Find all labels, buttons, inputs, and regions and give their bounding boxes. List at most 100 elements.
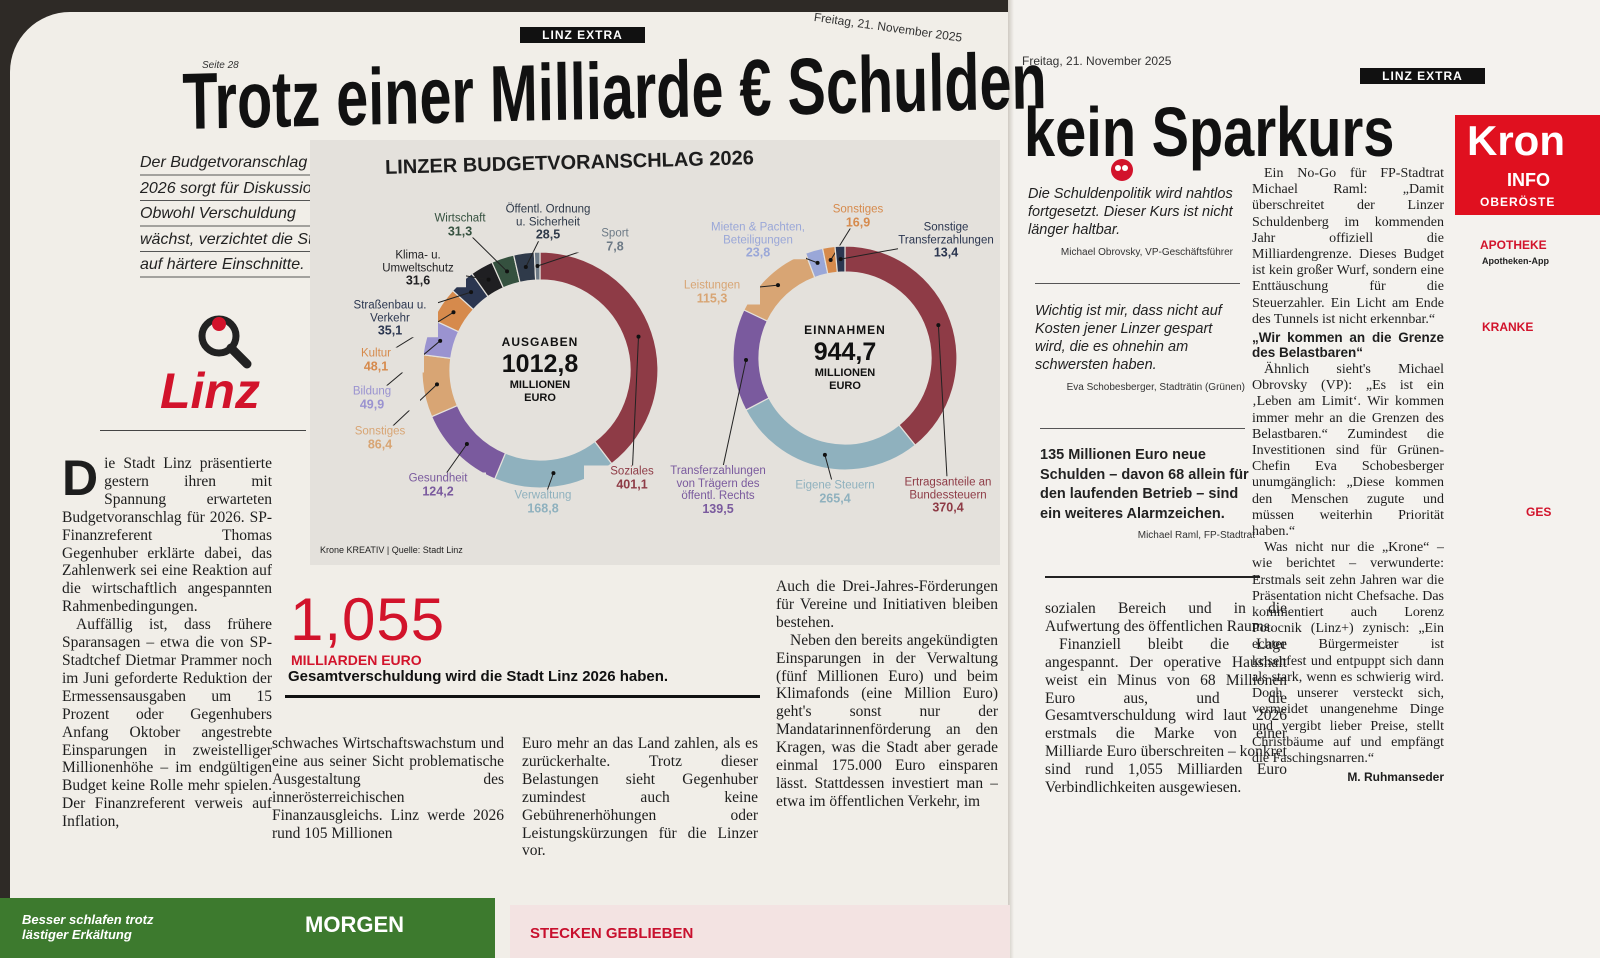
slice-value: 49,9	[359, 397, 385, 411]
quote-block: Wichtig ist mir, dass nicht auf Kosten j…	[1035, 302, 1245, 393]
slice-label: Sonstiges 16,9	[810, 203, 906, 229]
subhead: „Wir kommen an die Grenze des Belastbare…	[1252, 330, 1444, 361]
donut-slice	[430, 404, 507, 480]
slice-category: Mieten & Pachten, Beteiligungen	[711, 221, 805, 246]
leader-dot	[822, 452, 827, 457]
leader-dot	[451, 310, 456, 315]
factbox-text: Gesamtverschuldung wird die Stadt Linz 2…	[288, 668, 669, 685]
center-unit: MILLIONEN EURO	[509, 379, 571, 404]
slice-category: Verwaltung	[514, 489, 572, 502]
quote-block: Die Schuldenpolitik wird nahtlos fortges…	[1028, 185, 1233, 258]
author: M. Ruhmanseder	[1347, 770, 1444, 785]
slice-value: 86,4	[367, 437, 393, 451]
info-section: GES	[1526, 505, 1552, 519]
slice-label: Verwaltung 168,8	[495, 489, 591, 515]
rule	[100, 430, 306, 431]
paragraph: sozialen Bereich und in die Aufwertung d…	[1045, 600, 1287, 635]
info-region: OBERÖSTE	[1480, 195, 1556, 209]
leader-dot	[469, 290, 474, 295]
leader-dot	[523, 264, 528, 269]
center-total: 944,7	[813, 338, 877, 366]
footer-story: STECKEN GEBLIEBEN	[510, 905, 1010, 958]
leader-dot	[744, 357, 749, 362]
slice-label: Eigene Steuern 265,4	[787, 479, 883, 505]
paragraph: schwaches Wirtschaftswachstum und eine a…	[272, 735, 504, 842]
center-title: EINNAHMEN	[804, 323, 886, 337]
slice-value: 13,4	[933, 245, 959, 260]
leader-dot	[815, 260, 820, 265]
slice-value: 31,3	[447, 224, 473, 238]
page-number: Seite 28	[202, 60, 239, 71]
paragraph: Auch die Drei-Jahres-Förderungen für Ver…	[776, 578, 998, 631]
slice-label: Klima- u. Umweltschutz 31,6	[370, 249, 466, 287]
quote-icon	[1111, 159, 1133, 181]
magnifier-handle	[226, 343, 252, 369]
slice-value: 7,8	[606, 239, 624, 253]
slice-category: Leistungen	[683, 279, 741, 292]
quote-author: Michael Obrovsky, VP-Geschäftsführer	[1060, 247, 1233, 258]
slice-label: Sonstiges 86,4	[332, 425, 428, 451]
paragraph: Neben den bereits angekündigten Einsparu…	[776, 631, 998, 810]
donut-center: AUSGABEN 1012,8 MILLIONEN EURO	[480, 335, 600, 405]
paragraph: Ähnlich sieht's Michael Obrovsky (VP): „…	[1252, 362, 1444, 540]
leader-dot	[636, 334, 641, 339]
slice-category: Eigene Steuern	[795, 479, 875, 492]
slice-value: 265,4	[819, 491, 851, 505]
slice-category: Straßenbau u. Verkehr	[353, 299, 427, 324]
slice-category: Gesundheit	[408, 472, 468, 485]
slice-category: Sport	[601, 227, 629, 240]
rule	[1035, 283, 1240, 284]
slice-category: Wirtschaft	[434, 212, 486, 225]
footer-story-title: STECKEN GEBLIEBEN	[530, 925, 694, 942]
paragraph: Was nicht nur die „Krone“ – wie berichte…	[1252, 540, 1444, 766]
quote-text: Wichtig ist mir, dass nicht auf Kosten j…	[1035, 303, 1222, 373]
info-header: Kron INFO OBERÖSTE	[1455, 115, 1600, 215]
quote-author: Michael Raml, FP-Stadtrat	[1137, 530, 1255, 541]
slice-value: 115,3	[696, 291, 728, 305]
footer-tomorrow: MORGEN	[305, 912, 404, 937]
article-column: Die Stadt Linz präsentierte gestern ihre…	[62, 455, 272, 870]
article-column: Euro mehr an das Land zahlen, als es zur…	[522, 735, 758, 870]
article-column: Auch die Drei-Jahres-Förderungen für Ver…	[776, 578, 998, 870]
slice-value: 31,6	[405, 273, 431, 288]
center-title: AUSGABEN	[501, 335, 579, 349]
side-article: Ein No-Go für FP-Stadtrat Michael Raml: …	[1252, 166, 1444, 886]
slice-label: Wirtschaft 31,3	[412, 212, 508, 238]
article-column: sozialen Bereich und in die Aufwertung d…	[1045, 600, 1287, 882]
leader-dot	[434, 382, 439, 387]
paragraph: Die Stadt Linz präsentierte gestern ihre…	[62, 455, 272, 616]
leader-dot	[505, 269, 510, 274]
slice-label: Soziales 401,1	[584, 465, 680, 491]
factbox-number: 1,055	[290, 586, 446, 653]
slice-label: Gesundheit 124,2	[390, 472, 486, 498]
slice-value: 370,4	[932, 500, 964, 515]
slice-category: Transferzahlungen von Trägern des öffent…	[670, 465, 766, 502]
slice-label: Kultur 48,1	[328, 347, 424, 373]
chart-box: LINZER BUDGETVORANSCHLAG 2026 Krone KREA…	[310, 140, 1000, 565]
quote-dot	[1122, 165, 1128, 171]
rule	[285, 695, 760, 698]
info-section: KRANKE	[1482, 320, 1534, 334]
rule	[1040, 428, 1245, 429]
donut-center: EINNAHMEN 944,7 MILLIONEN EURO	[785, 323, 905, 393]
center-unit: MILLIONEN EURO	[814, 367, 876, 392]
factbox-unit: MILLIARDEN EURO	[291, 652, 422, 668]
pin	[212, 317, 226, 331]
leader-dot	[551, 471, 556, 476]
leader-dot	[535, 264, 540, 269]
slice-label: Straßenbau u. Verkehr 35,1	[342, 299, 438, 337]
leader-dot	[464, 441, 469, 446]
info-section: APOTHEKE	[1480, 238, 1547, 252]
rule	[1045, 576, 1260, 578]
slice-value: 23,8	[745, 245, 771, 260]
slice-label: Transferzahlungen von Trägern des öffent…	[670, 465, 766, 515]
paragraph: Ein No-Go für FP-Stadtrat Michael Raml: …	[1252, 166, 1444, 327]
center-total: 1012,8	[501, 350, 579, 378]
slice-label: Leistungen 115,3	[664, 279, 760, 305]
donut-charts	[371, 215, 958, 503]
slice-label: Mieten & Pachten, Beteiligungen 23,8	[710, 221, 806, 259]
quote-circle	[1111, 159, 1133, 181]
leader-line	[631, 336, 640, 479]
slice-category: Kultur	[360, 347, 392, 360]
